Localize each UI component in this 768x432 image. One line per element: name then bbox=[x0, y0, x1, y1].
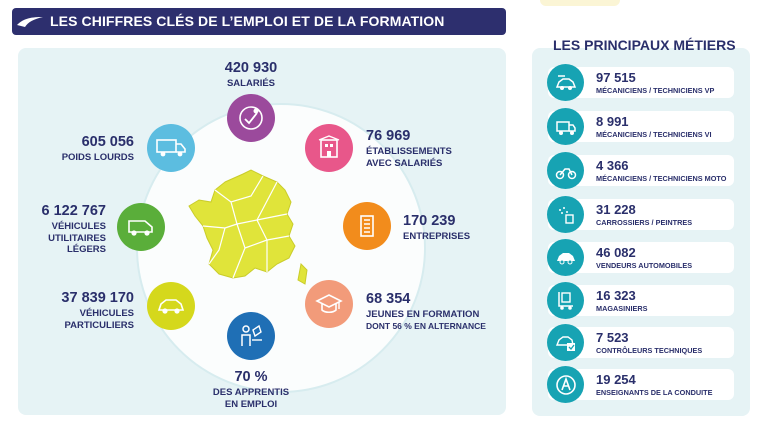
metier-item: 19 254 ENSEIGNANTS DE LA CONDUITE bbox=[547, 366, 734, 403]
stat-pl: 605 056 POIDS LOURDS bbox=[61, 134, 134, 164]
stat-vul: 6 122 767 VÉHICULES UTILITAIRES LÉGERS bbox=[41, 203, 106, 256]
stat-etablissements: 76 969 ÉTABLISSEMENTS AVEC SALARIÉS bbox=[366, 128, 452, 169]
section-header: LES CHIFFRES CLÉS DE L’EMPLOI ET DE LA F… bbox=[12, 8, 506, 35]
stat-vp: 37 839 170 VÉHICULES PARTICULIERS bbox=[61, 290, 134, 331]
stat-apprentis: 70 % DES APPRENTIS EN EMPLOI bbox=[212, 369, 290, 410]
spray-paint-icon bbox=[547, 196, 584, 233]
car-sale-icon bbox=[547, 239, 584, 276]
car-icon bbox=[147, 282, 195, 330]
metier-item: 16 323 MAGASINIERS bbox=[547, 282, 734, 319]
france-map-icon bbox=[188, 169, 308, 285]
apprentice-icon bbox=[227, 312, 275, 360]
metier-item: 97 515 MÉCANICIENS / TECHNICIENS VP bbox=[547, 64, 734, 101]
stat-entreprises: 170 239 ENTREPRISES bbox=[403, 213, 471, 243]
top-decoration bbox=[540, 0, 620, 6]
inspection-icon bbox=[547, 324, 584, 361]
driving-school-icon bbox=[547, 366, 584, 403]
car-wrench-icon bbox=[547, 64, 584, 101]
swoosh-logo-icon bbox=[17, 17, 43, 27]
metier-item: 31 228 CARROSSIERS / PEINTRES bbox=[547, 196, 734, 233]
stat-salaries: 420 930 SALARIÉS bbox=[224, 60, 278, 90]
metier-item: 7 523 CONTRÔLEURS TECHNIQUES bbox=[547, 324, 734, 361]
building-icon bbox=[305, 124, 353, 172]
metiers-title: LES PRINCIPAUX MÉTIERS bbox=[553, 37, 736, 53]
worker-icon bbox=[227, 94, 275, 142]
truck-icon bbox=[147, 124, 195, 172]
office-tower-icon bbox=[343, 202, 391, 250]
metier-item: 8 991 MÉCANICIENS / TECHNICIENS VI bbox=[547, 108, 734, 145]
metier-item: 4 366 MÉCANICIENS / TECHNICIENS MOTO bbox=[547, 152, 734, 189]
metier-item: 46 082 VENDEURS AUTOMOBILES bbox=[547, 239, 734, 276]
van-icon bbox=[117, 203, 165, 251]
truck-wrench-icon bbox=[547, 108, 584, 145]
graduation-cap-icon bbox=[305, 280, 353, 328]
warehouse-trolley-icon bbox=[547, 282, 584, 319]
page-title: LES CHIFFRES CLÉS DE L’EMPLOI ET DE LA F… bbox=[50, 13, 445, 29]
motorcycle-wrench-icon bbox=[547, 152, 584, 189]
stat-jeunes: 68 354 JEUNES EN FORMATION DONT 56 % EN … bbox=[366, 291, 486, 331]
